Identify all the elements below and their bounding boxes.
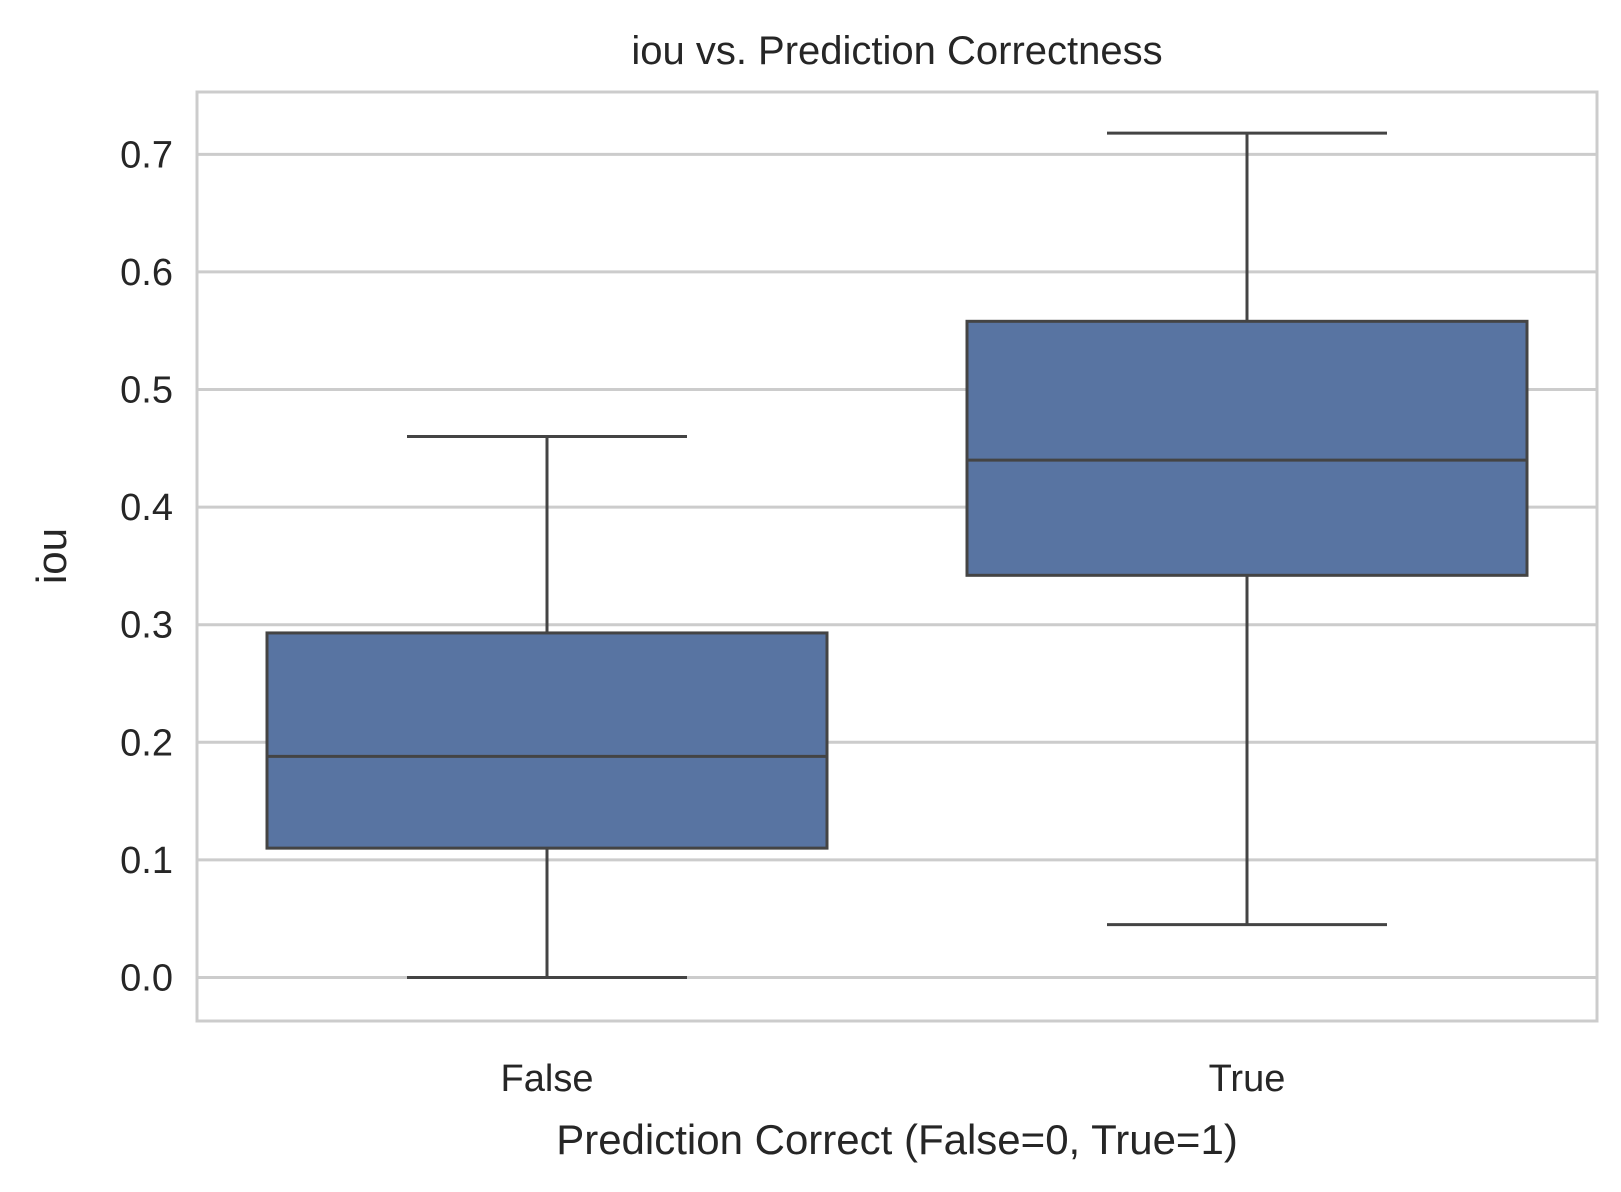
chart-title: iou vs. Prediction Correctness <box>631 29 1162 73</box>
y-tick-labels: 0.0 0.1 0.2 0.3 0.4 0.5 0.6 0.7 <box>120 134 173 999</box>
y-tick-label: 0.6 <box>120 252 173 294</box>
y-tick-label: 0.7 <box>120 134 173 176</box>
y-tick-label: 0.4 <box>120 487 173 529</box>
x-tick-label: True <box>1209 1058 1286 1100</box>
y-axis-label: iou <box>28 528 75 584</box>
y-tick-label: 0.0 <box>120 957 173 999</box>
boxes <box>265 131 1529 979</box>
y-tick-label: 0.3 <box>120 605 173 647</box>
x-tick-labels: False True <box>501 1058 1286 1100</box>
plot-frame <box>195 90 1599 1023</box>
box-false <box>265 435 829 979</box>
y-tick-label: 0.2 <box>120 722 173 764</box>
y-tick-label: 0.1 <box>120 840 173 882</box>
x-axis-label: Prediction Correct (False=0, True=1) <box>556 1116 1238 1163</box>
iqr-box <box>265 631 829 850</box>
x-tick-label: False <box>501 1058 594 1100</box>
iqr-box <box>965 319 1529 577</box>
y-tick-label: 0.5 <box>120 370 173 412</box>
box-true <box>965 131 1529 927</box>
